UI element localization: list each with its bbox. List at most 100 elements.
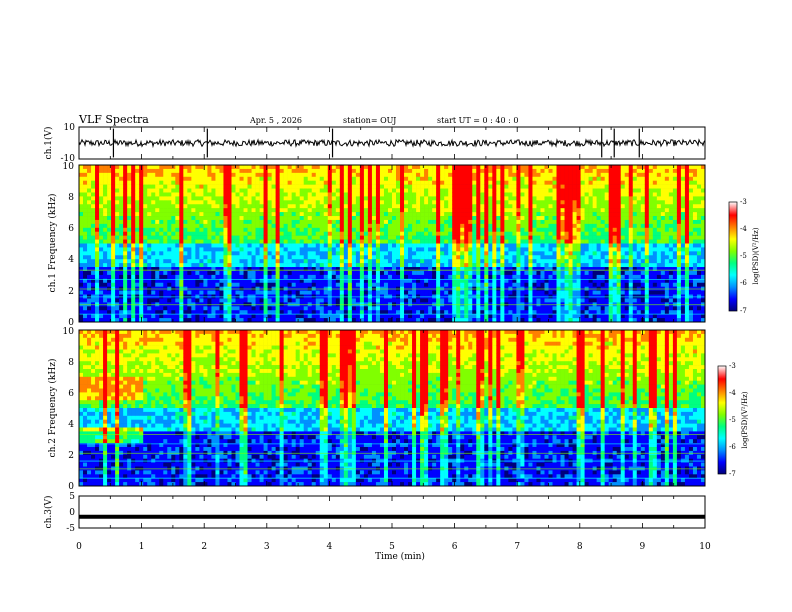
spectrogram-cell xyxy=(568,314,573,319)
spectrogram-cell xyxy=(327,259,333,264)
spectrogram-cell xyxy=(103,318,108,323)
spectrogram-cell xyxy=(416,227,421,233)
spectrogram-cell xyxy=(528,298,533,303)
spectrogram-cell xyxy=(476,168,481,174)
spectrogram-cell xyxy=(512,247,517,252)
spectrogram-cell xyxy=(115,270,120,276)
spectrogram-cell xyxy=(171,298,176,303)
spectrogram-cell xyxy=(396,180,401,185)
spectrogram-cell xyxy=(540,239,545,244)
spectrogram-cell xyxy=(552,180,557,185)
spectrogram-cell xyxy=(408,180,413,185)
spectrogram-cell xyxy=(79,298,84,303)
spectrogram-cell xyxy=(271,263,276,268)
spectrogram-cell xyxy=(528,196,533,201)
spectrogram-cell xyxy=(299,290,305,295)
spectrogram-cell xyxy=(151,310,156,315)
spectrogram-cell xyxy=(131,235,136,240)
spectrogram-cell xyxy=(103,255,108,260)
spectrogram-cell xyxy=(215,180,220,185)
spectrogram-cell xyxy=(536,208,541,213)
spectrogram-cell xyxy=(203,306,208,311)
spectrogram-cell xyxy=(315,204,321,209)
spectrogram-cell xyxy=(143,255,148,260)
spectrogram-cell xyxy=(163,306,168,311)
spectrogram-cell xyxy=(159,172,164,178)
spectrogram-cell xyxy=(311,172,317,178)
spectrogram-cell xyxy=(444,223,449,229)
spectrogram-cell xyxy=(492,168,497,174)
spectrogram-cell xyxy=(568,196,573,201)
spectrogram-cell xyxy=(255,278,260,284)
spectrogram-cell xyxy=(464,247,469,252)
spectrogram-cell xyxy=(500,282,505,287)
spectrogram-cell xyxy=(444,219,449,225)
spectrogram-cell xyxy=(291,239,296,244)
spectrogram-cell xyxy=(127,235,132,240)
spectrogram-cell xyxy=(436,243,441,248)
spectrogram-cell xyxy=(412,251,417,256)
spectrogram-cell xyxy=(347,227,353,233)
spectrogram-cell xyxy=(488,204,493,209)
spectrogram-cell xyxy=(436,306,441,311)
spectrogram-cell xyxy=(215,298,220,303)
spectrogram-cell xyxy=(303,290,309,295)
spectrogram-cell xyxy=(223,231,228,236)
spectrogram-cell xyxy=(291,188,296,193)
spectrogram-cell xyxy=(508,274,513,280)
spectrogram-cell xyxy=(187,176,192,181)
spectrogram-cell xyxy=(448,172,453,178)
spectrogram-cell xyxy=(392,243,397,248)
spectrogram-cell xyxy=(448,306,453,311)
spectrogram-cell xyxy=(99,282,104,287)
spectrogram-cell xyxy=(251,223,256,229)
spectrogram-cell xyxy=(267,216,272,221)
spectrogram-cell xyxy=(115,192,120,197)
spectrogram-cell xyxy=(387,172,393,178)
spectrogram-cell xyxy=(235,212,240,217)
spectrogram-cell xyxy=(492,227,497,233)
spectrogram-cell xyxy=(223,204,228,209)
spectrogram-cell xyxy=(456,184,461,189)
spectrogram-cell xyxy=(524,243,529,248)
spectrogram-cell xyxy=(440,282,445,287)
spectrogram-cell xyxy=(464,223,469,229)
spectrogram-cell xyxy=(416,310,421,315)
spectrogram-cell xyxy=(392,259,397,264)
spectrogram-cell xyxy=(540,298,545,303)
spectrogram-cell xyxy=(283,290,288,295)
spectrogram-cell xyxy=(552,172,557,178)
spectrogram-cell xyxy=(219,298,224,303)
spectrogram-cell xyxy=(355,208,361,213)
spectrogram-cell xyxy=(299,219,305,225)
spectrogram-cell xyxy=(343,239,349,244)
spectrogram-cell xyxy=(203,251,208,256)
spectrogram-cell xyxy=(127,255,132,260)
spectrogram-cell xyxy=(379,216,385,221)
spectrogram-cell xyxy=(343,231,349,236)
spectrogram-cell xyxy=(211,314,216,319)
spectrogram-cell xyxy=(307,200,313,205)
spectrogram-cell xyxy=(512,172,517,178)
spectrogram-cell xyxy=(159,290,164,295)
spectrogram-cell xyxy=(516,172,521,178)
spectrogram-cell xyxy=(371,306,377,311)
spectrogram-cell xyxy=(311,204,317,209)
spectrogram-cell xyxy=(347,239,353,244)
spectrogram-cell xyxy=(496,176,501,181)
spectrogram-cell xyxy=(379,184,385,189)
spectrogram-cell xyxy=(303,314,309,319)
spectrogram-cell xyxy=(548,306,553,311)
spectrogram-cell xyxy=(215,267,220,272)
spectrogram-cell xyxy=(87,247,92,252)
spectrogram-cell xyxy=(123,176,128,181)
spectrogram-cell xyxy=(335,259,341,264)
spectrogram-cell xyxy=(251,200,256,205)
spectrogram-cell xyxy=(428,231,433,236)
spectrogram-cell xyxy=(211,306,216,311)
spectrogram-cell xyxy=(267,168,272,174)
spectrogram-cell xyxy=(335,247,341,252)
spectrogram-cell xyxy=(556,192,561,197)
spectrogram-cell xyxy=(183,216,188,221)
spectrogram-cell xyxy=(215,184,220,189)
